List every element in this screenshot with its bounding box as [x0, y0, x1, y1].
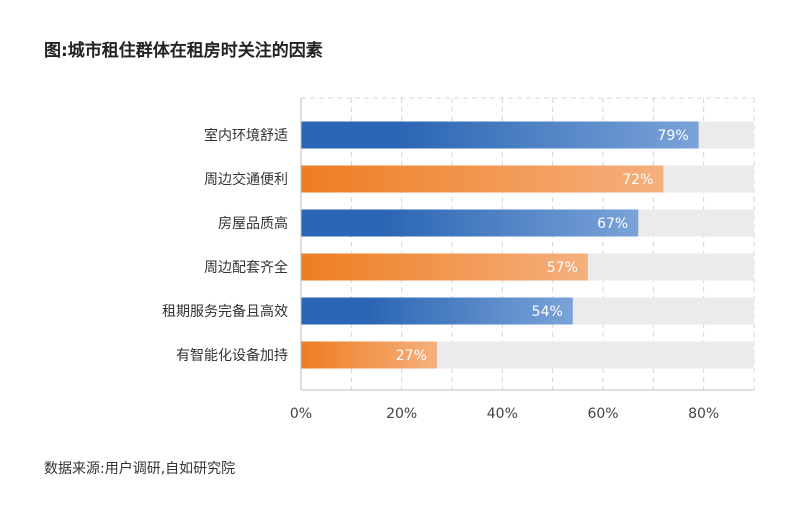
x-tick-label: 0%	[290, 406, 312, 422]
x-tick-label: 60%	[587, 406, 618, 422]
bar	[301, 121, 699, 149]
data-label: 79%	[658, 128, 689, 144]
chart-title: 图:城市租住群体在租房时关注的因素	[44, 41, 323, 61]
category-label: 周边交通便利	[204, 171, 288, 188]
bar	[301, 297, 573, 325]
data-label: 54%	[532, 304, 563, 320]
category-label: 室内环境舒适	[204, 127, 288, 144]
category-label: 租期服务完备且高效	[162, 303, 288, 320]
bar	[301, 341, 437, 369]
data-label: 67%	[597, 216, 628, 232]
source-note: 数据来源:用户调研,自如研究院	[44, 461, 236, 477]
data-label: 57%	[547, 260, 578, 276]
category-label: 有智能化设备加持	[176, 347, 288, 364]
x-tick-label: 20%	[386, 406, 417, 422]
bar	[301, 165, 664, 193]
bar	[301, 209, 639, 237]
data-label: 27%	[396, 348, 427, 364]
category-label: 周边配套齐全	[204, 259, 288, 276]
bar	[301, 253, 588, 281]
x-tick-label: 80%	[688, 406, 719, 422]
data-label: 72%	[622, 172, 653, 188]
category-label: 房屋品质高	[218, 215, 288, 232]
x-tick-label: 40%	[487, 406, 518, 422]
